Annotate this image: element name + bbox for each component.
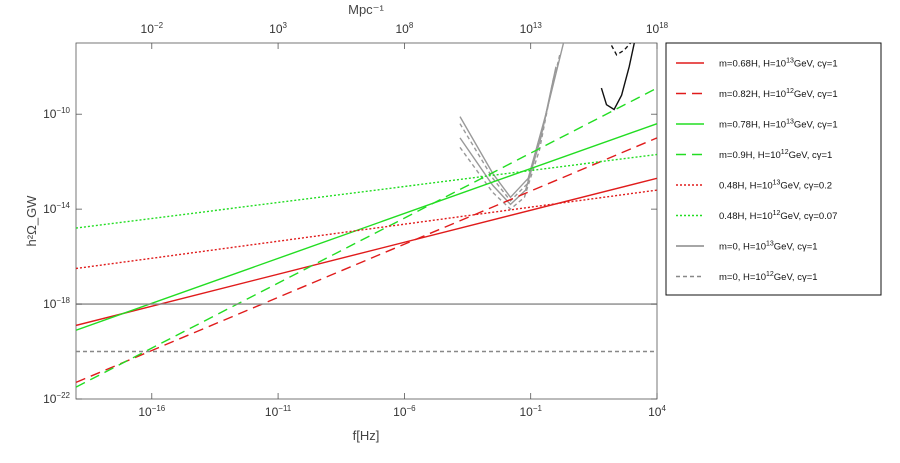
sensitivity-curve-5 (600, 43, 635, 111)
y-tick-label: 10−18 (43, 296, 70, 311)
legend-label: m=0, H=1013GeV, cγ=1 (719, 241, 818, 253)
y-tick-label: 10−22 (43, 391, 70, 406)
legend-label: m=0.68H, H=1013GeV, cγ=1 (719, 58, 838, 70)
top-tick-label: 1018 (646, 21, 669, 36)
legend-box (665, 42, 882, 296)
legend-label: 0.48H, H=1012GeV, cγ=0.07 (719, 210, 837, 222)
top-tick-label: 108 (395, 21, 413, 36)
series-line-1 (76, 177, 657, 327)
top-tick-label: 1013 (520, 21, 543, 36)
series-line-5 (76, 189, 657, 270)
top-tick-label: 103 (269, 21, 287, 36)
x-tick-label: 10−11 (265, 404, 292, 419)
legend: m=0.68H, H=1013GeV, cγ=1 m=0.82H, H=1012G… (676, 58, 838, 283)
plot-frame (75, 42, 658, 400)
y-tick-label: 10−10 (43, 106, 70, 121)
series-line-3 (76, 123, 657, 331)
top-tick-label: 10−2 (141, 21, 164, 36)
series-line-6 (76, 153, 657, 229)
x-tick-label: 10−16 (138, 404, 165, 419)
legend-label: m=0.9H, H=1012GeV, cγ=1 (719, 149, 832, 161)
legend-label: m=0.78H, H=1013GeV, cγ=1 (719, 119, 838, 131)
series-line-4 (76, 87, 657, 388)
legend-label: 0.48H, H=1013GeV, cγ=0.2 (719, 180, 832, 192)
sensitivity-curve-3 (459, 54, 561, 202)
y-axis-label: h²Ω_GW (24, 195, 39, 247)
top-axis-label: Mpc⁻¹ (348, 2, 384, 17)
ticks-group: 10−16 10−11 10−6 10−1 104 10−22 10−18 10−14 10−1… (43, 21, 669, 419)
sensitivity-curve-6 (610, 43, 632, 56)
x-axis-label: f[Hz] (353, 428, 380, 443)
y-tick-label: 10−14 (43, 201, 70, 216)
x-tick-label: 104 (648, 404, 666, 419)
x-tick-label: 10−1 (519, 404, 542, 419)
legend-label: m=0, H=1012GeV, cγ=1 (719, 271, 818, 283)
x-tick-label: 10−6 (393, 404, 416, 419)
plot-series-group (76, 43, 657, 388)
legend-label: m=0.82H, H=1012GeV, cγ=1 (719, 88, 838, 100)
sensitivity-curve-1 (459, 43, 565, 199)
series-line-2 (76, 137, 657, 384)
